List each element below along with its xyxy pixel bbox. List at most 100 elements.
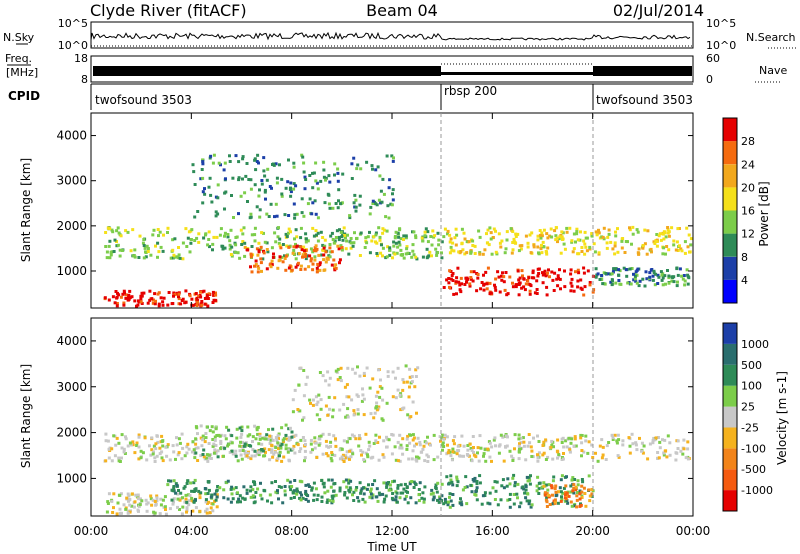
heatmap-cell (166, 303, 170, 307)
heatmap-cell (533, 291, 537, 295)
heatmap-cell (381, 246, 385, 250)
heatmap-cell (311, 250, 315, 254)
heatmap-cell (207, 453, 211, 457)
heatmap-cell (331, 206, 335, 210)
heatmap-cell (104, 439, 108, 443)
heatmap-cell (390, 452, 394, 456)
heatmap-cell (514, 241, 518, 245)
heatmap-cell (236, 491, 239, 495)
heatmap-cell (122, 447, 126, 451)
heatmap-cell (549, 445, 553, 449)
heatmap-cell (238, 256, 242, 260)
heatmap-cell (399, 237, 403, 241)
nsearch-tick-top: 10^5 (706, 17, 736, 30)
heatmap-cell (291, 398, 295, 402)
heatmap-cell (155, 496, 159, 500)
heatmap-cell (483, 248, 487, 252)
heatmap-cell (541, 281, 545, 285)
nave-tick-top: 60 (706, 52, 720, 65)
heatmap-cell (329, 440, 333, 444)
heatmap-cell (516, 269, 520, 273)
heatmap-cell (491, 236, 495, 239)
nsky-tick-top: 10^5 (58, 17, 88, 30)
heatmap-cell (440, 494, 444, 498)
heatmap-cell (446, 503, 450, 507)
heatmap-cell (465, 485, 469, 489)
heatmap-cell (365, 487, 369, 491)
heatmap-cell (129, 443, 133, 447)
heatmap-cell (550, 235, 554, 239)
heatmap-cell (289, 496, 293, 500)
heatmap-cell (502, 459, 506, 463)
velocity-panel-frame (90, 317, 694, 517)
heatmap-cell (528, 233, 532, 237)
heatmap-cell (557, 237, 561, 241)
heatmap-cell (374, 439, 378, 443)
heatmap-cell (430, 254, 433, 258)
heatmap-cell (406, 490, 409, 494)
heatmap-cell (212, 298, 216, 302)
colorbar-tick-label: 12 (741, 228, 755, 241)
heatmap-cell (150, 436, 154, 440)
heatmap-cell (280, 255, 284, 259)
heatmap-cell (253, 449, 257, 453)
heatmap-cell (431, 498, 435, 502)
heatmap-cell (519, 247, 523, 251)
heatmap-cell (195, 236, 199, 240)
heatmap-cell (485, 282, 489, 286)
heatmap-cell (277, 259, 281, 263)
heatmap-cell (192, 481, 196, 485)
heatmap-cell (348, 449, 352, 453)
velocity-ylabel: Slant Range [km] (19, 364, 33, 468)
heatmap-cell (122, 289, 126, 293)
heatmap-cell (512, 502, 516, 506)
heatmap-cell (284, 433, 288, 437)
heatmap-cell (256, 264, 260, 268)
heatmap-cell (357, 437, 361, 441)
heatmap-cell (253, 226, 257, 230)
heatmap-cell (530, 231, 534, 235)
heatmap-cell (304, 232, 308, 236)
heatmap-cell (142, 238, 146, 241)
heatmap-cell (279, 444, 283, 448)
heatmap-cell (146, 301, 150, 305)
heatmap-cell (142, 291, 146, 295)
heatmap-cell (584, 504, 588, 508)
heatmap-cell (547, 483, 551, 487)
heatmap-cell (365, 366, 369, 370)
heatmap-cell (311, 403, 315, 407)
heatmap-cell (359, 167, 363, 171)
heatmap-cell (311, 171, 314, 175)
heatmap-cell (126, 492, 130, 496)
heatmap-cell (426, 455, 430, 459)
heatmap-cell (328, 180, 332, 184)
heatmap-cell (175, 443, 179, 447)
heatmap-cell (472, 270, 476, 274)
heatmap-cell (235, 427, 239, 431)
heatmap-cell (576, 279, 580, 283)
heatmap-cell (524, 234, 528, 238)
heatmap-cell (435, 490, 439, 494)
heatmap-cell (520, 244, 524, 248)
heatmap-cell (185, 451, 189, 455)
heatmap-cell (176, 453, 180, 457)
heatmap-cell (359, 231, 363, 235)
heatmap-cell (421, 491, 425, 495)
heatmap-cell (649, 247, 653, 251)
heatmap-cell (200, 290, 204, 294)
heatmap-cell (108, 239, 112, 243)
heatmap-cell (501, 478, 505, 482)
heatmap-cell (508, 482, 512, 486)
heatmap-cell (357, 499, 361, 503)
heatmap-cell (216, 449, 220, 453)
heatmap-cell (425, 256, 429, 260)
heatmap-cell (148, 298, 152, 302)
heatmap-cell (352, 409, 356, 413)
heatmap-cell (200, 303, 204, 307)
heatmap-cell (368, 444, 372, 448)
heatmap-cell (381, 398, 385, 402)
heatmap-cell (268, 263, 272, 267)
heatmap-cell (358, 374, 362, 378)
heatmap-cell (404, 494, 408, 498)
